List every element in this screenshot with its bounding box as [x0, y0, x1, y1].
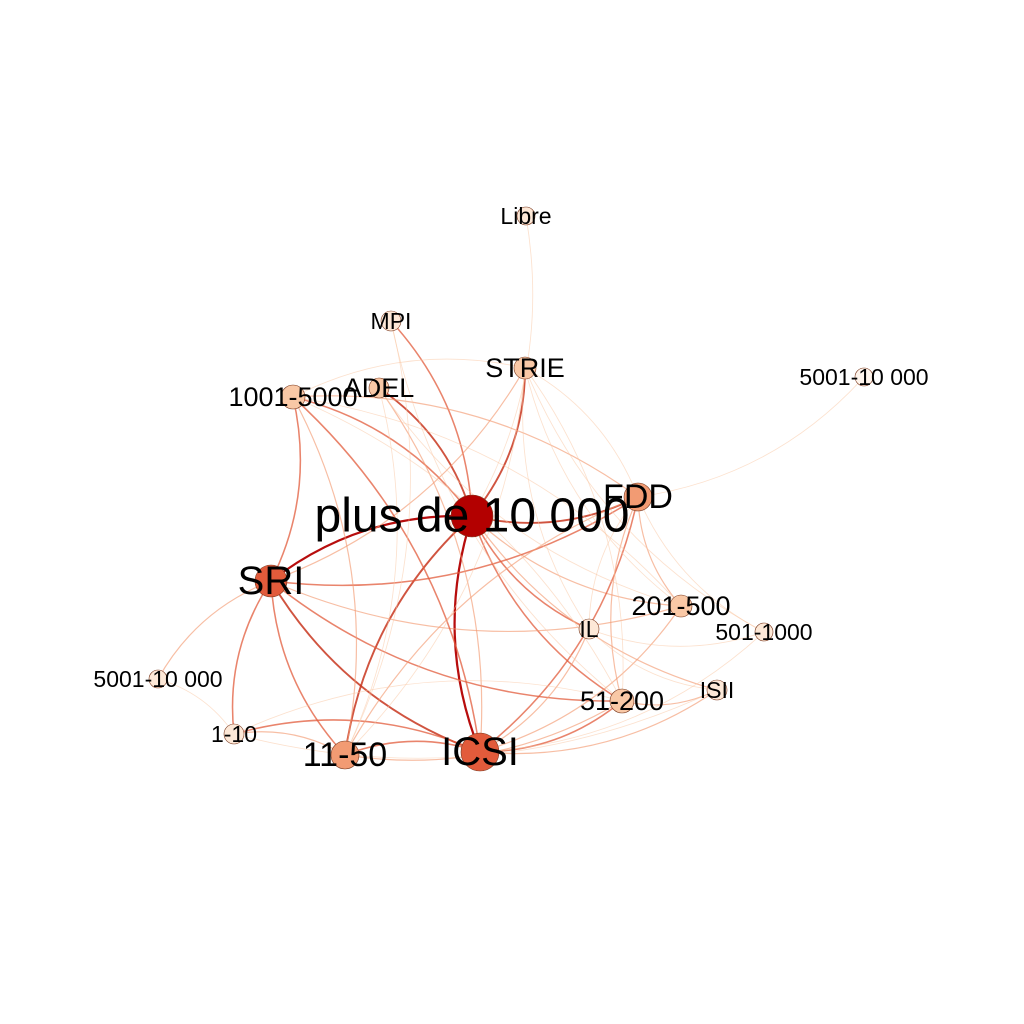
edge-s11_50-strie — [344, 367, 526, 756]
node-label-strie: STRIE — [485, 353, 565, 383]
edge-il-isii — [588, 628, 718, 691]
edge-icsi-adel — [378, 387, 483, 753]
edge-s11_50-adel — [344, 387, 398, 756]
node-fdd[interactable] — [623, 482, 653, 512]
edge-fdd-strie — [524, 367, 639, 498]
edge-fdd-il — [588, 496, 639, 630]
node-sri[interactable] — [254, 564, 288, 598]
node-s51_200[interactable] — [609, 688, 635, 714]
edge-s11_50-mpi — [344, 320, 411, 756]
node-plus10000[interactable] — [450, 494, 494, 538]
edge-s51_200-strie — [524, 367, 624, 702]
edge-icsi-il — [479, 628, 590, 753]
node-label-mpi: MPI — [371, 308, 412, 334]
node-isii[interactable] — [706, 679, 728, 701]
node-label-s5001_left: 5001-10 000 — [93, 666, 222, 692]
node-il[interactable] — [578, 618, 600, 640]
edge-plus10000-mpi — [390, 320, 473, 517]
node-label-s1_10: 1-10 — [211, 721, 257, 747]
edge-strie-s1001_5000 — [292, 358, 526, 398]
node-s1_10[interactable] — [223, 723, 245, 745]
edge-fdd-s5001_right — [637, 376, 865, 498]
edge-icsi-s501_1000 — [479, 631, 765, 753]
edge-sri-s11_50 — [270, 580, 346, 756]
edge-sri-icsi — [270, 580, 481, 753]
node-adel[interactable] — [368, 377, 390, 399]
edge-icsi-s201_500 — [479, 605, 682, 753]
edge-icsi-s1001_5000 — [292, 396, 481, 753]
edge-fdd-s51_200 — [610, 496, 639, 702]
edge-sri-s201_500 — [270, 580, 682, 633]
node-s201_500[interactable] — [669, 594, 693, 618]
edge-plus10000-icsi — [453, 514, 482, 754]
node-strie[interactable] — [513, 356, 537, 380]
node-label-s11_50: 11-50 — [303, 736, 387, 774]
node-label-sri: SRI — [238, 559, 305, 603]
node-label-s5001_right: 5001-10 000 — [799, 364, 928, 390]
node-label-icsi: ICSI — [441, 730, 519, 774]
edge-s201_500-s1001_5000 — [292, 396, 682, 607]
edge-sri-strie — [270, 367, 526, 582]
node-label-adel: ADEL — [344, 373, 415, 403]
node-s11_50[interactable] — [330, 740, 360, 770]
nodes-layer — [148, 206, 874, 772]
edge-sri-s51_200 — [270, 580, 623, 702]
node-label-fdd: FDD — [603, 478, 673, 516]
edge-fdd-s1001_5000 — [292, 395, 639, 498]
edge-strie-il — [522, 367, 590, 630]
node-s501_1000[interactable] — [754, 622, 774, 642]
edge-plus10000-isii — [471, 515, 718, 691]
node-label-isii: ISII — [700, 677, 735, 703]
node-label-s1001_5000: 1001-5000 — [228, 382, 357, 412]
node-label-il: IL — [579, 616, 598, 642]
edge-sri-s5001_left — [157, 580, 272, 680]
edge-il-s501_1000 — [588, 628, 765, 647]
node-label-s201_500: 201-500 — [631, 591, 730, 621]
edge-plus10000-s1001_5000 — [292, 396, 473, 517]
edge-plus10000-sri — [269, 514, 474, 583]
edge-strie-s201_500 — [524, 367, 682, 607]
node-s1001_5000[interactable] — [280, 384, 306, 410]
edge-adel-s201_500 — [378, 387, 682, 607]
node-label-s51_200: 51-200 — [580, 686, 664, 716]
node-s5001_right[interactable] — [854, 367, 874, 387]
edge-s11_50-s1001_5000 — [292, 396, 358, 756]
node-libre[interactable] — [516, 206, 536, 226]
node-label-s501_1000: 501-1000 — [715, 619, 812, 645]
edge-plus10000-s201_500 — [471, 515, 682, 607]
node-mpi[interactable] — [380, 310, 402, 332]
node-label-plus10000: plus de 10 000 — [315, 490, 630, 543]
edges-layer — [157, 215, 865, 761]
edge-icsi-fdd — [479, 496, 639, 753]
edge-icsi-isii — [479, 689, 718, 755]
edge-strie-s501_1000 — [524, 367, 765, 633]
node-s5001_left[interactable] — [148, 669, 168, 689]
node-label-libre: Libre — [500, 203, 551, 229]
node-icsi[interactable] — [460, 732, 500, 772]
edge-s51_200-s1_10 — [233, 680, 623, 735]
edge-sri-s1001_5000 — [270, 396, 302, 582]
edge-icsi-s1_10 — [233, 719, 481, 753]
edge-sri-s1_10 — [231, 580, 272, 735]
